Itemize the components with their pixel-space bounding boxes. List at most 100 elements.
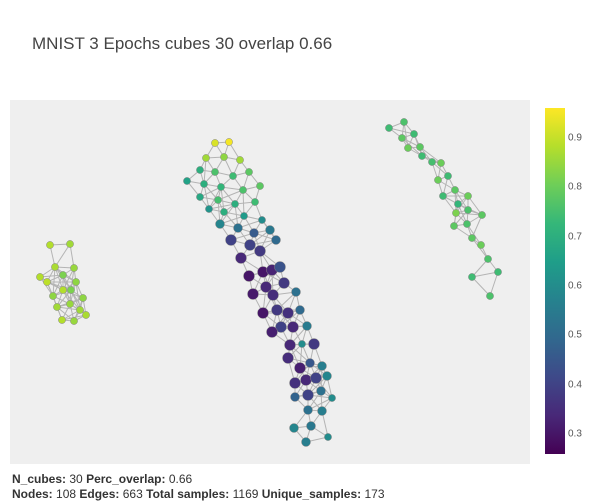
graph-node[interactable] (200, 180, 208, 188)
graph-node[interactable] (243, 270, 255, 282)
graph-node[interactable] (464, 192, 472, 200)
graph-node[interactable] (79, 294, 87, 302)
graph-node[interactable] (439, 192, 447, 200)
graph-node[interactable] (274, 261, 286, 273)
graph-node[interactable] (43, 278, 51, 286)
graph-node[interactable] (225, 234, 237, 246)
graph-node[interactable] (478, 211, 486, 219)
graph-node[interactable] (49, 292, 57, 300)
graph-node[interactable] (300, 374, 312, 386)
graph-node[interactable] (251, 198, 259, 206)
graph-node[interactable] (437, 159, 445, 167)
graph-node[interactable] (486, 292, 494, 300)
graph-node[interactable] (267, 289, 279, 301)
graph-node[interactable] (202, 154, 210, 162)
graph-node[interactable] (266, 326, 278, 338)
graph-node[interactable] (217, 183, 225, 191)
graph-node[interactable] (308, 338, 320, 350)
graph-node[interactable] (256, 182, 264, 190)
graph-node[interactable] (231, 200, 239, 208)
graph-node[interactable] (59, 271, 67, 279)
graph-node[interactable] (72, 278, 80, 286)
graph-node[interactable] (317, 406, 327, 416)
graph-node[interactable] (58, 316, 66, 324)
graph-node[interactable] (220, 153, 228, 161)
graph-node[interactable] (46, 241, 54, 249)
graph-node[interactable] (444, 172, 452, 180)
graph-node[interactable] (225, 138, 233, 146)
graph-node[interactable] (66, 300, 74, 308)
graph-node[interactable] (428, 158, 436, 166)
graph-node[interactable] (400, 118, 408, 126)
graph-node[interactable] (289, 377, 301, 389)
graph-node[interactable] (205, 205, 213, 213)
graph-node[interactable] (464, 206, 472, 214)
graph-node[interactable] (303, 405, 313, 415)
graph-node[interactable] (468, 234, 476, 242)
graph-node[interactable] (233, 223, 243, 233)
graph-node[interactable] (418, 152, 426, 160)
graph-node[interactable] (316, 386, 326, 396)
graph-node[interactable] (282, 352, 294, 364)
graph-node[interactable] (452, 209, 460, 217)
graph-node[interactable] (398, 134, 406, 142)
graph-node[interactable] (183, 177, 191, 185)
graph-node[interactable] (305, 358, 315, 368)
graph-node[interactable] (239, 186, 247, 194)
graph-node[interactable] (290, 392, 300, 402)
graph-node[interactable] (317, 361, 327, 371)
graph-node[interactable] (235, 252, 247, 264)
graph-node[interactable] (67, 286, 75, 294)
graph-node[interactable] (468, 273, 476, 281)
graph-node[interactable] (258, 216, 266, 224)
graph-node[interactable] (247, 288, 259, 300)
graph-node[interactable] (451, 186, 459, 194)
graph-node[interactable] (271, 235, 281, 245)
graph-node[interactable] (284, 339, 296, 351)
graph-node[interactable] (196, 193, 204, 201)
graph-node[interactable] (322, 371, 332, 381)
graph-node[interactable] (245, 168, 253, 176)
graph-node[interactable] (328, 394, 336, 402)
graph-node[interactable] (211, 139, 219, 147)
graph-node[interactable] (214, 196, 222, 204)
graph-node[interactable] (298, 340, 306, 348)
graph-node[interactable] (484, 255, 492, 263)
graph-node[interactable] (260, 281, 272, 293)
graph-node[interactable] (282, 307, 294, 319)
graph-node[interactable] (385, 124, 393, 132)
graph-node[interactable] (196, 166, 204, 174)
graph-node[interactable] (302, 389, 314, 401)
graph-node[interactable] (301, 437, 311, 447)
graph-node[interactable] (494, 268, 502, 276)
graph-node[interactable] (215, 219, 225, 229)
graph-node[interactable] (257, 307, 269, 319)
graph-node[interactable] (220, 208, 228, 216)
graph-node[interactable] (240, 212, 248, 220)
graph-node[interactable] (70, 264, 78, 272)
graph-node[interactable] (265, 225, 275, 235)
graph-node[interactable] (278, 277, 290, 289)
graph-node[interactable] (254, 245, 266, 257)
graph-node[interactable] (454, 200, 462, 208)
graph-node[interactable] (51, 263, 59, 271)
graph-node[interactable] (36, 273, 44, 281)
graph-node[interactable] (310, 372, 322, 384)
graph-node[interactable] (70, 317, 78, 325)
graph-node[interactable] (477, 241, 485, 249)
graph-node[interactable] (324, 433, 332, 441)
graph-node[interactable] (66, 240, 74, 248)
graph-node[interactable] (404, 144, 412, 152)
graph-node[interactable] (271, 304, 283, 316)
graph-node[interactable] (289, 423, 299, 433)
graph-node[interactable] (53, 303, 61, 311)
graph-node[interactable] (229, 172, 237, 180)
graph-node[interactable] (275, 321, 287, 333)
graph-node[interactable] (416, 143, 424, 151)
graph-node[interactable] (211, 168, 219, 176)
graph-node[interactable] (450, 222, 458, 230)
graph-node[interactable] (82, 311, 90, 319)
graph-node[interactable] (244, 239, 256, 251)
graph-node[interactable] (295, 305, 305, 315)
graph-node[interactable] (294, 362, 306, 374)
